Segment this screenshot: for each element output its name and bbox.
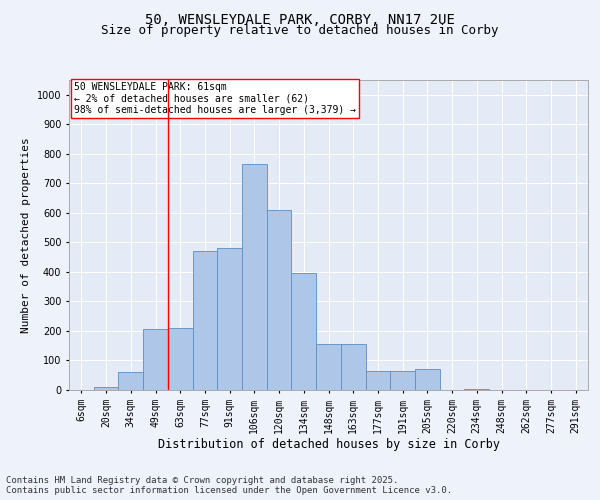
Bar <box>143 330 168 390</box>
X-axis label: Distribution of detached houses by size in Corby: Distribution of detached houses by size … <box>157 438 499 452</box>
Bar <box>341 344 365 390</box>
Bar <box>193 251 217 390</box>
Bar <box>464 388 489 390</box>
Y-axis label: Number of detached properties: Number of detached properties <box>22 137 31 333</box>
Bar <box>365 371 390 390</box>
Bar <box>168 328 193 390</box>
Bar <box>415 370 440 390</box>
Bar <box>292 274 316 390</box>
Text: 50 WENSLEYDALE PARK: 61sqm
← 2% of detached houses are smaller (62)
98% of semi-: 50 WENSLEYDALE PARK: 61sqm ← 2% of detac… <box>74 82 356 115</box>
Bar <box>390 371 415 390</box>
Text: Size of property relative to detached houses in Corby: Size of property relative to detached ho… <box>101 24 499 37</box>
Bar <box>316 344 341 390</box>
Bar <box>94 387 118 390</box>
Bar <box>267 210 292 390</box>
Bar <box>118 372 143 390</box>
Text: Contains HM Land Registry data © Crown copyright and database right 2025.
Contai: Contains HM Land Registry data © Crown c… <box>6 476 452 495</box>
Bar <box>217 248 242 390</box>
Bar <box>242 164 267 390</box>
Text: 50, WENSLEYDALE PARK, CORBY, NN17 2UE: 50, WENSLEYDALE PARK, CORBY, NN17 2UE <box>145 12 455 26</box>
